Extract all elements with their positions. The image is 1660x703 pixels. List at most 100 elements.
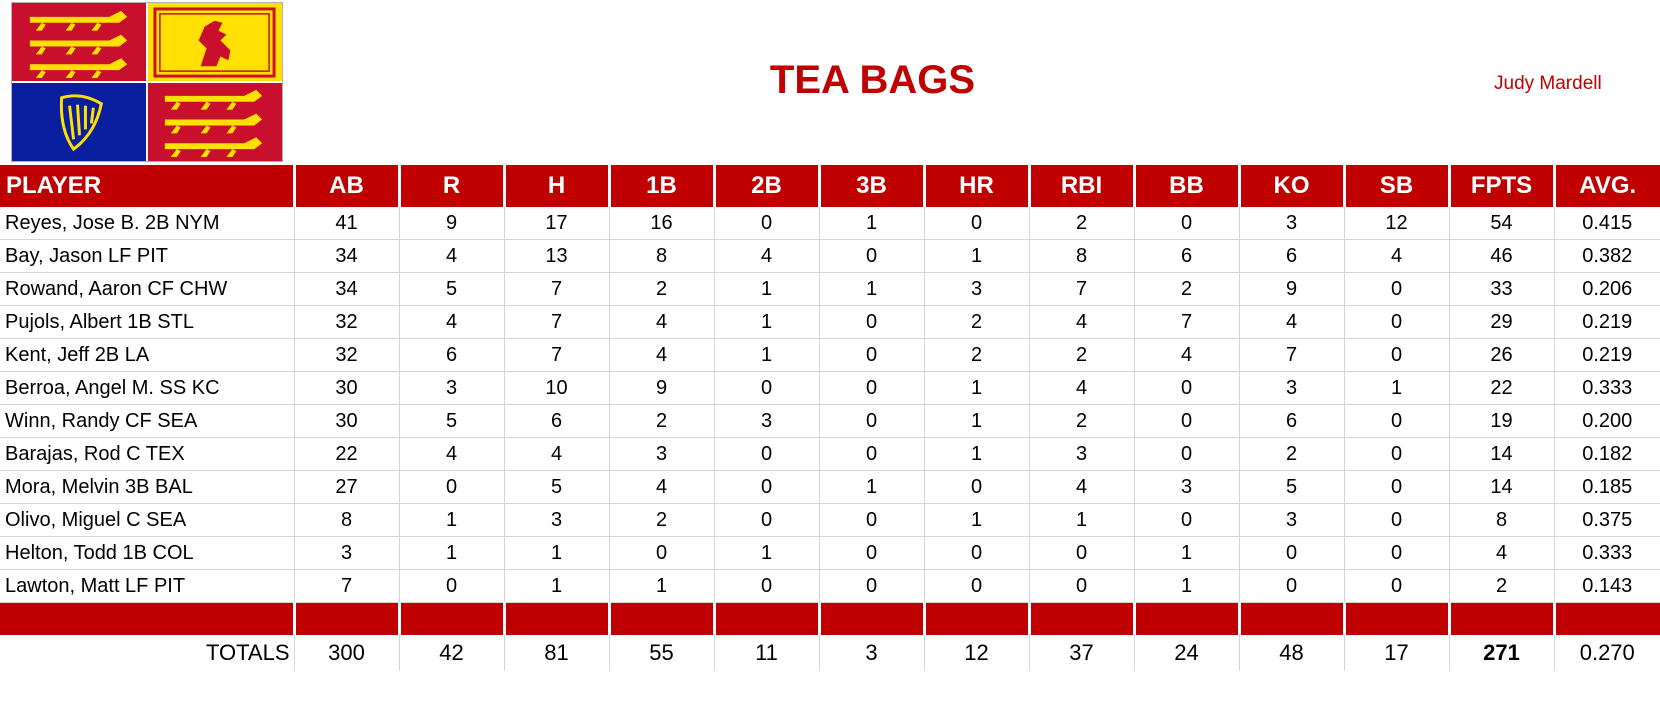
stat-cell: 0 [1133,404,1239,438]
column-header: 3B [817,165,924,207]
stat-cell: 0 [1343,404,1449,438]
stat-cell: 4 [608,470,714,504]
stat-cell: 1 [923,239,1029,273]
stat-cell: 4 [1238,305,1344,339]
band-cell [817,602,924,635]
stat-cell: 1 [923,503,1029,537]
stat-cell: 1 [713,305,819,339]
stat-cell: 7 [1133,305,1239,339]
stat-cell: 0 [713,470,819,504]
band-cell [292,602,399,635]
stat-cell: 0 [1343,470,1449,504]
stat-cell: 0 [1133,371,1239,405]
stat-cell: 34 [293,272,399,306]
table-row: Bay, Jason LF PIT 34 4 13 8 4 0 1 8 6 6 4 46 0.382 [0,239,1660,273]
stat-cell: 3 [1238,207,1344,240]
stat-cell: 0.375 [1553,503,1660,537]
totals-cell: 12 [923,635,1029,671]
column-header: AB [292,165,399,207]
stat-cell: 0 [1343,437,1449,471]
table-row: Reyes, Jose B. 2B NYM 41 9 17 16 0 1 0 2 0 3 12 54 0.… [0,207,1660,240]
stat-cell: 0 [608,536,714,570]
totals-cell: 0.270 [1553,635,1660,671]
totals-cell: 37 [1028,635,1134,671]
totals-cell: 3 [818,635,924,671]
stat-cell: 0 [1028,569,1134,603]
stat-cell: 6 [503,404,609,438]
stat-cell: 7 [1238,338,1344,372]
stat-cell: 1 [818,272,924,306]
table-row: Olivo, Miguel C SEA 8 1 3 2 0 0 1 1 0 3 0 8 0.375 [0,503,1660,537]
stat-cell: 2 [1448,569,1554,603]
stat-cell: 4 [608,338,714,372]
totals-row: TOTALS 300 42 81 55 11 3 12 37 24 48 17 271 0.270 [0,635,1660,671]
totals-cell: 24 [1133,635,1239,671]
stat-cell: 22 [293,437,399,471]
stat-cell: 0 [818,305,924,339]
column-header: PLAYER [0,165,294,207]
stat-cell: 2 [1028,404,1134,438]
stat-cell: 5 [398,404,504,438]
stat-cell: 0 [713,569,819,603]
player-name-cell: Helton, Todd 1B COL [0,536,294,570]
column-header: 1B [607,165,714,207]
stat-cell: 2 [1028,338,1134,372]
band-cell [712,602,819,635]
stat-cell: 1 [503,536,609,570]
stat-cell: 4 [608,305,714,339]
stat-cell: 0 [923,569,1029,603]
stat-cell: 0.333 [1553,371,1660,405]
stat-cell: 0.382 [1553,239,1660,273]
totals-cell: 55 [608,635,714,671]
stat-cell: 0 [818,404,924,438]
stat-cell: 0 [713,437,819,471]
stat-cell: 0 [818,536,924,570]
player-name-cell: Mora, Melvin 3B BAL [0,470,294,504]
stat-cell: 1 [713,536,819,570]
player-name-cell: Rowand, Aaron CF CHW [0,272,294,306]
stat-cell: 6 [1133,239,1239,273]
totals-cell: 17 [1343,635,1449,671]
column-header: SB [1342,165,1449,207]
player-name-cell: Lawton, Matt LF PIT [0,569,294,603]
stat-cell: 2 [923,338,1029,372]
stat-cell: 1 [398,503,504,537]
stat-cell: 4 [713,239,819,273]
stat-cell: 7 [503,272,609,306]
column-header: FPTS [1447,165,1554,207]
stat-cell: 46 [1448,239,1554,273]
stat-cell: 1 [713,338,819,372]
stat-cell: 1 [1133,569,1239,603]
stat-cell: 19 [1448,404,1554,438]
totals-cell: 42 [398,635,504,671]
stat-cell: 3 [1238,503,1344,537]
stat-cell: 32 [293,305,399,339]
stat-cell: 3 [608,437,714,471]
column-header: KO [1237,165,1344,207]
player-name-cell: Olivo, Miguel C SEA [0,503,294,537]
stat-cell: 41 [293,207,399,240]
stat-cell: 2 [1238,437,1344,471]
stat-cell: 7 [293,569,399,603]
stat-cell: 2 [923,305,1029,339]
band-cell [607,602,714,635]
stat-cell: 0.185 [1553,470,1660,504]
stat-cell: 10 [503,371,609,405]
stat-cell: 22 [1448,371,1554,405]
stat-cell: 4 [398,305,504,339]
stat-cell: 0 [1343,272,1449,306]
team-title: TEA BAGS [769,58,976,102]
stat-cell: 3 [1133,470,1239,504]
stat-cell: 0 [1343,536,1449,570]
separator-band [0,602,1660,635]
band-cell [1237,602,1344,635]
stat-cell: 0.200 [1553,404,1660,438]
stat-cell: 6 [398,338,504,372]
stat-cell: 7 [503,305,609,339]
stat-cell: 0 [923,207,1029,240]
stat-cell: 0 [1343,338,1449,372]
stat-cell: 3 [713,404,819,438]
stat-cell: 3 [923,272,1029,306]
stat-cell: 26 [1448,338,1554,372]
stat-cell: 14 [1448,470,1554,504]
